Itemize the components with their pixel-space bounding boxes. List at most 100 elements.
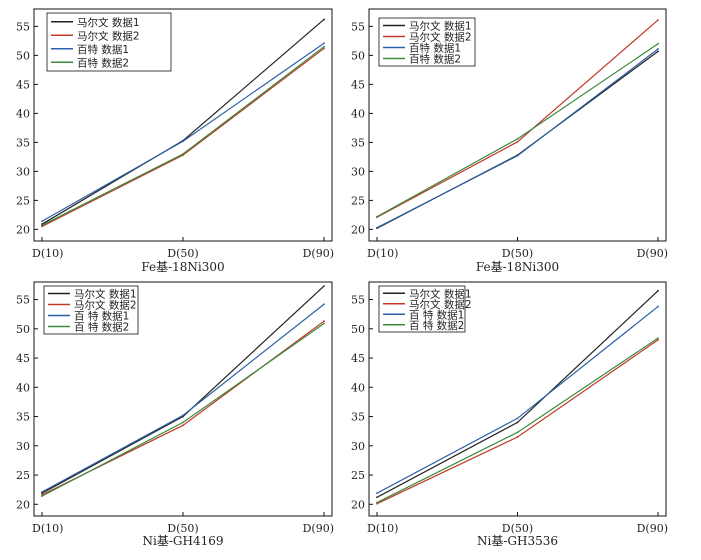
data-point <box>323 322 325 325</box>
y-tick-label: 55 <box>16 294 30 307</box>
y-tick-label: 50 <box>351 49 365 62</box>
series-line-4 <box>376 43 659 218</box>
chart-panel-4: 20 25 30 35 40 45 50 55 D(10) D(50) D(90) 马尔文 数据1马尔… <box>351 281 668 548</box>
chart-panel-2: 20 25 30 35 40 45 50 55 D(10) D(50) D(90) 马尔文 数据1马尔… <box>351 8 668 274</box>
series-line-3 <box>376 306 659 494</box>
data-point <box>516 417 519 420</box>
legend-label: 马尔文 数据2 <box>77 29 140 42</box>
chart-panel-3: 20 25 30 35 40 45 50 55 D(10) D(50) D(90) 马尔文 数据1马尔… <box>16 281 334 548</box>
data-point <box>41 220 43 223</box>
y-tick-label: 35 <box>16 136 30 149</box>
data-point <box>323 303 325 306</box>
series-line-4 <box>376 337 659 504</box>
y-tick-label: 45 <box>16 78 30 91</box>
data-point <box>182 421 184 424</box>
data-point <box>323 285 325 287</box>
y-tick-label: 30 <box>351 440 365 453</box>
data-point <box>323 47 325 50</box>
legend-label: 马尔文 数据2 <box>74 299 137 312</box>
data-point <box>323 45 325 48</box>
panel-title: Fe基-18Ni300 <box>476 260 559 274</box>
legend-label: 马尔文 数据1 <box>409 20 472 33</box>
y-tick-label: 30 <box>351 165 365 178</box>
panel-title: Ni基-GH3536 <box>477 534 558 548</box>
y-tick-label: 45 <box>351 78 365 91</box>
data-point <box>376 215 378 218</box>
legend-label: 百特 数据2 <box>409 53 461 66</box>
y-tick-label: 40 <box>351 107 365 120</box>
legend-label: 马尔文 数据1 <box>74 288 137 301</box>
legend-label: 百特 数据1 <box>77 43 129 56</box>
y-tick-label: 40 <box>16 381 30 394</box>
y-tick-label: 35 <box>16 411 30 424</box>
legend-label: 百特 数据2 <box>77 56 129 69</box>
data-point <box>516 138 519 140</box>
y-tick-label: 30 <box>16 165 30 178</box>
x-tick-label: D(50) <box>502 247 533 260</box>
panel-title: Fe基-18Ni300 <box>141 260 224 274</box>
data-point <box>657 337 659 340</box>
y-tick-label: 25 <box>351 194 365 207</box>
legend-label: 马尔文 数据2 <box>409 31 472 44</box>
y-tick-label: 55 <box>351 294 365 307</box>
x-tick-label: D(10) <box>367 247 398 260</box>
data-point <box>323 42 325 45</box>
data-point <box>516 431 519 434</box>
data-point <box>657 339 659 341</box>
data-point <box>41 491 43 493</box>
y-tick-label: 55 <box>16 20 30 33</box>
y-tick-label: 25 <box>16 194 30 207</box>
y-tick-label: 45 <box>351 352 365 365</box>
data-point <box>657 48 659 50</box>
legend-label: 百 特 数据2 <box>74 321 129 334</box>
data-point <box>182 414 184 417</box>
y-tick-label: 35 <box>351 136 365 149</box>
y-tick-label: 30 <box>16 440 30 453</box>
data-point <box>516 436 519 438</box>
data-point <box>323 18 325 21</box>
data-point <box>516 154 519 157</box>
data-point <box>41 224 43 227</box>
data-point <box>376 496 378 499</box>
legend-label: 马尔文 数据1 <box>409 287 472 300</box>
x-tick-label: D(10) <box>32 247 63 260</box>
legend-label: 百特 数据1 <box>409 42 461 55</box>
y-tick-label: 55 <box>351 20 365 33</box>
x-tick-label: D(50) <box>167 522 198 535</box>
y-tick-label: 50 <box>16 323 30 336</box>
y-tick-label: 50 <box>16 49 30 62</box>
legend-label: 百 特 数据1 <box>409 308 464 321</box>
x-tick-label: D(90) <box>303 522 334 535</box>
data-point <box>657 305 659 308</box>
legend-label: 马尔文 数据2 <box>409 298 472 311</box>
y-tick-label: 20 <box>351 498 365 511</box>
data-point <box>657 289 659 292</box>
legend-label: 马尔文 数据1 <box>77 16 140 29</box>
y-tick-label: 25 <box>351 469 365 482</box>
x-tick-label: D(10) <box>367 522 398 535</box>
data-point <box>516 140 519 143</box>
x-tick-label: D(90) <box>303 247 334 260</box>
data-point <box>376 492 378 495</box>
panel-title: Ni基-GH4169 <box>143 534 224 548</box>
x-tick-label: D(90) <box>637 247 668 260</box>
legend-box <box>46 12 172 72</box>
data-point <box>182 140 184 143</box>
y-tick-label: 20 <box>16 498 30 511</box>
x-tick-label: D(50) <box>502 522 533 535</box>
data-point <box>182 424 184 427</box>
data-point <box>376 501 378 504</box>
y-tick-label: 35 <box>351 411 365 424</box>
x-tick-label: D(90) <box>637 522 668 535</box>
y-tick-label: 25 <box>16 469 30 482</box>
data-point <box>376 226 378 229</box>
y-tick-label: 50 <box>351 323 365 336</box>
x-tick-label: D(10) <box>32 522 63 535</box>
legend-label: 百 特 数据2 <box>409 319 464 332</box>
y-tick-label: 40 <box>351 381 365 394</box>
y-tick-label: 40 <box>16 107 30 120</box>
data-point <box>657 42 659 45</box>
data-point <box>657 50 659 53</box>
data-point <box>323 320 325 323</box>
